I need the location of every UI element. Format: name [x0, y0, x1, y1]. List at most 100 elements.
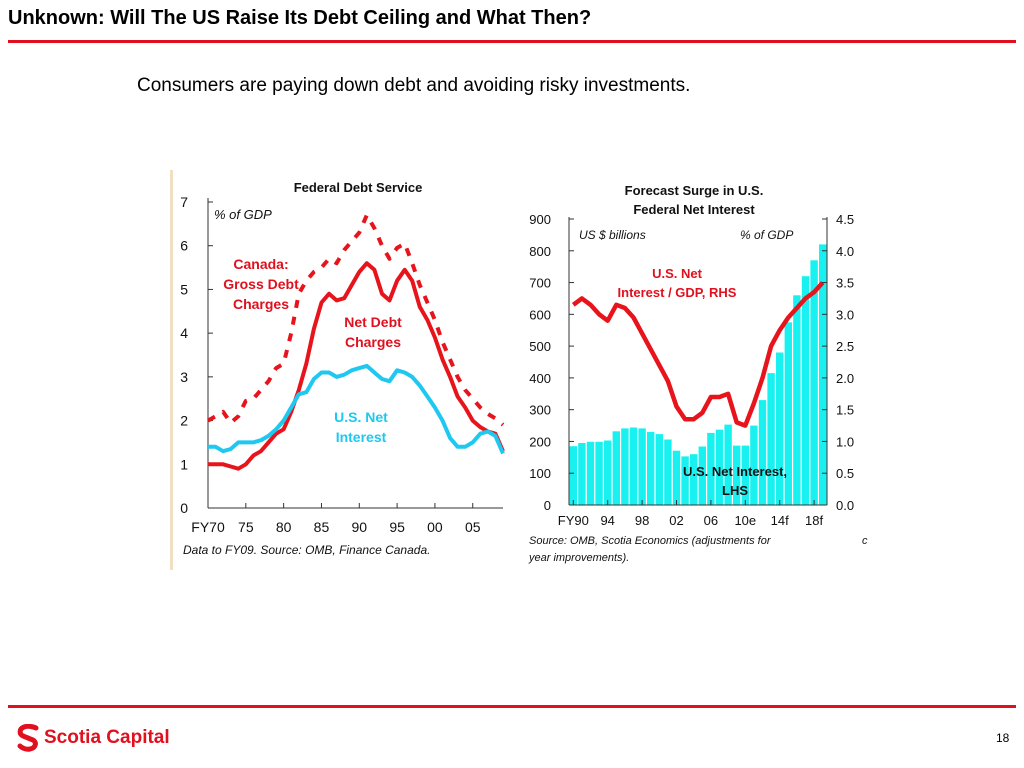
x-tick-label: 98: [635, 513, 649, 528]
chart-source: Data to FY09. Source: OMB, Finance Canad…: [183, 543, 430, 557]
x-tick-label: 95: [389, 519, 405, 535]
bar: [819, 244, 827, 505]
y-tick-label: 4: [180, 325, 188, 341]
bar: [578, 443, 586, 505]
bar: [569, 446, 577, 505]
y-tick-label: 300: [529, 403, 551, 418]
y-tick-label: 1: [180, 456, 188, 472]
bar: [647, 431, 655, 505]
y-tick-label: 0: [544, 498, 551, 513]
x-tick-label: 94: [600, 513, 614, 528]
truncated-text: c: [862, 535, 868, 547]
bar: [793, 295, 801, 505]
bar: [655, 434, 663, 505]
scotia-capital-logo: Scotia Capital: [16, 724, 170, 752]
y-tick-label: 200: [529, 434, 551, 449]
right-axis-tag: % of GDP: [740, 228, 793, 242]
y-tick-label: 100: [529, 466, 551, 481]
bar: [767, 373, 775, 505]
y-tick-label: 0: [180, 500, 188, 516]
y2-tick-label: 2.5: [836, 339, 854, 354]
bar: [664, 439, 672, 505]
series-annotation: U.S. Net: [334, 409, 388, 425]
series-line-2: [208, 363, 505, 455]
y2-tick-label: 2.0: [836, 371, 854, 386]
x-tick-label: 10e: [734, 513, 756, 528]
y-tick-label: 800: [529, 244, 551, 259]
y2-tick-label: 3.5: [836, 276, 854, 291]
y2-tick-label: 4.5: [836, 212, 854, 227]
x-tick-label: 02: [669, 513, 683, 528]
y2-tick-label: 0.5: [836, 466, 854, 481]
x-tick-label: 00: [427, 519, 443, 535]
y2-tick-label: 4.0: [836, 244, 854, 259]
bar: [672, 450, 681, 505]
y-tick-label: 900: [529, 212, 551, 227]
series-annotation: Interest / GDP, RHS: [618, 285, 737, 300]
bar: [698, 446, 706, 505]
x-tick-label: 14f: [771, 513, 789, 528]
bar: [741, 445, 749, 505]
bar: [810, 260, 818, 505]
y-tick-label: 6: [180, 238, 188, 254]
bar: [612, 431, 620, 505]
federal-debt-service-svg: Federal Debt Service % of GDP 0 1 2 3 4 5 6 7 FY70…: [180, 180, 505, 557]
chart-source: year improvements).: [528, 552, 629, 564]
federal-debt-service-chart: Federal Debt Service % of GDP 0 1 2 3 4 5 6 7 FY70…: [170, 170, 513, 570]
us-net-interest-chart: Forecast Surge in U.S. Federal Net Intere…: [524, 172, 872, 572]
series-annotation: Gross Debt: [223, 276, 299, 292]
y2-tick-label: 1.0: [836, 434, 854, 449]
bar: [776, 352, 784, 505]
slide-title: Unknown: Will The US Raise Its Debt Ceil…: [8, 7, 592, 29]
series-annotation: U.S. Net: [652, 266, 703, 281]
bar: [621, 428, 629, 505]
bar: [586, 441, 595, 505]
series-annotation: Charges: [345, 334, 401, 350]
chart-title: Federal Debt Service: [294, 180, 423, 195]
page-number: 18: [996, 731, 1010, 745]
bar: [690, 454, 698, 505]
y2-tick-label: 3.0: [836, 307, 854, 322]
x-tick-label: 05: [465, 519, 481, 535]
bar: [715, 429, 724, 505]
series-annotation: U.S. Net Interest,: [683, 464, 787, 479]
title-divider: [8, 40, 1016, 43]
x-tick-label: FY70: [191, 519, 225, 535]
x-tick-label: 06: [704, 513, 718, 528]
y-tick-label: 2: [180, 413, 188, 429]
x-tick-label: 85: [314, 519, 330, 535]
bar: [629, 427, 638, 505]
bar: [733, 445, 741, 505]
bar: [595, 441, 603, 505]
x-tick-label: 18f: [805, 513, 823, 528]
interest-gdp-line: [571, 281, 825, 428]
x-tick-label: FY90: [558, 513, 589, 528]
x-tick-label: 75: [238, 519, 254, 535]
bar: [801, 276, 810, 505]
series-annotation: Net Debt: [344, 314, 402, 330]
series-line-1: [208, 261, 505, 471]
bar: [724, 424, 732, 505]
series-annotation: Interest: [336, 429, 387, 445]
y-tick-label: 5: [180, 281, 188, 297]
y-tick-label: 7: [180, 194, 188, 210]
y-tick-label: 600: [529, 307, 551, 322]
bar: [638, 428, 646, 505]
series-annotation: Canada:: [233, 256, 288, 272]
x-tick-label: 90: [351, 519, 367, 535]
bar: [707, 432, 715, 505]
y-tick-label: 400: [529, 371, 551, 386]
x-tick-label: 80: [276, 519, 292, 535]
y2-tick-label: 0.0: [836, 498, 854, 513]
series-annotation: Charges: [233, 296, 289, 312]
bar: [750, 425, 758, 505]
footer-divider: [8, 705, 1016, 708]
y-tick-label: 700: [529, 276, 551, 291]
bar: [681, 456, 689, 505]
bar: [604, 440, 612, 505]
left-axis-tag: US $ billions: [579, 228, 646, 242]
y2-tick-label: 1.5: [836, 403, 854, 418]
us-net-interest-svg: Forecast Surge in U.S. Federal Net Intere…: [528, 183, 868, 564]
slide-subtitle: Consumers are paying down debt and avoid…: [137, 75, 691, 96]
chart-title: Forecast Surge in U.S.: [625, 183, 764, 198]
